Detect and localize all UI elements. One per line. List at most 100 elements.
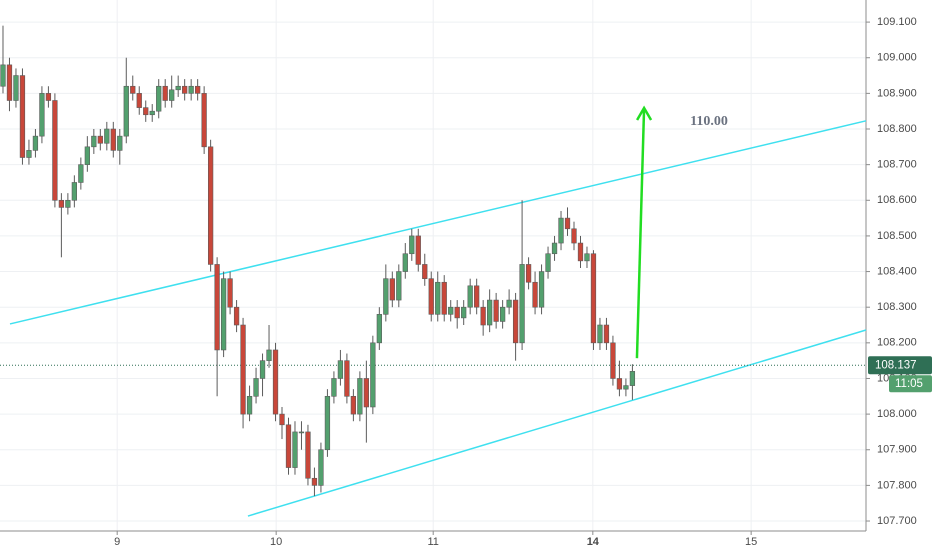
candle-body	[532, 281, 538, 308]
candle-body	[402, 253, 408, 272]
y-tick-label: 108.000	[877, 408, 917, 420]
candle-body	[499, 306, 506, 322]
y-tick-label: 108.200	[877, 337, 917, 349]
candle-body	[52, 100, 58, 201]
candle-body	[370, 342, 376, 408]
candle-body	[363, 378, 369, 408]
candle-body	[188, 85, 194, 94]
candle-body	[629, 371, 636, 386]
candle-body	[123, 85, 129, 137]
candle-body	[454, 306, 460, 319]
candle-body	[156, 85, 162, 112]
candle-body	[558, 217, 564, 244]
candle-body	[182, 85, 188, 94]
candle-body	[110, 128, 116, 151]
candle-body	[6, 64, 13, 101]
countdown-label: 11:05	[895, 378, 923, 390]
candle-body	[389, 278, 395, 301]
candle-body	[623, 385, 629, 390]
y-tick-label: 109.000	[877, 52, 917, 64]
candle-body	[91, 135, 97, 148]
y-tick-label: 108.800	[877, 123, 917, 135]
candle-body	[26, 150, 32, 158]
candle-body	[136, 93, 142, 108]
candle-body	[344, 360, 350, 397]
y-tick-label: 108.900	[877, 87, 917, 99]
candle-body	[240, 324, 246, 415]
candle-body	[78, 164, 84, 183]
candle-body	[84, 146, 90, 165]
arrow-shaft	[635, 107, 646, 359]
candle-body	[506, 299, 512, 308]
y-tick-label: 107.700	[877, 515, 917, 527]
annotation: 110.00	[690, 114, 728, 129]
candle-body	[45, 93, 52, 101]
candle-body	[428, 278, 434, 315]
candle-body	[331, 378, 337, 397]
x-tick-label: 11	[427, 536, 438, 548]
candle-body	[435, 281, 441, 315]
y-tick-label: 108.500	[877, 230, 917, 242]
y-tick-label: 107.800	[877, 479, 917, 491]
candle-body	[233, 306, 240, 326]
candle-body	[32, 135, 39, 151]
candle-body	[616, 378, 623, 390]
candle-body	[584, 253, 590, 262]
y-tick-label: 108.600	[877, 194, 917, 206]
y-tick-label: 108.400	[877, 265, 917, 277]
candle-body	[467, 285, 473, 308]
candle-body	[610, 342, 616, 379]
candle-body	[571, 228, 577, 244]
candle-body	[324, 395, 331, 451]
channel-line	[9, 120, 867, 325]
candle-body	[162, 85, 168, 101]
candle-body	[396, 271, 402, 301]
candle-body	[493, 299, 499, 322]
candle-body	[512, 299, 519, 344]
candle-body	[253, 378, 259, 397]
last-price-label: 108.137	[875, 359, 917, 371]
candle-body	[422, 264, 428, 279]
candle-body	[97, 135, 103, 144]
candle-body	[441, 281, 447, 315]
candle-body	[104, 128, 110, 144]
candle-body	[415, 235, 421, 265]
candle-body	[590, 253, 597, 344]
last-price-box	[868, 356, 932, 375]
candle-body	[246, 395, 253, 415]
candle-body	[318, 449, 324, 486]
candle-body	[448, 306, 454, 315]
candle-body	[376, 314, 382, 344]
candle-body	[272, 349, 279, 415]
candle-body	[175, 85, 181, 91]
candle-body	[337, 360, 344, 379]
candle-body	[603, 324, 610, 344]
candle-body	[201, 93, 207, 148]
candle-body	[13, 75, 19, 101]
candle-body	[143, 107, 149, 116]
candle-body	[285, 424, 292, 468]
candle-body	[214, 264, 220, 351]
x-tick-label: 10	[270, 536, 282, 548]
y-tick-label: 109.100	[877, 16, 917, 28]
candle-body	[279, 413, 285, 426]
candle-body	[551, 242, 558, 255]
candle-body	[480, 306, 486, 326]
y-tick-label: 108.300	[877, 301, 917, 313]
candle-body	[311, 477, 318, 486]
candle-body	[207, 146, 214, 265]
x-tick-label: 14	[587, 536, 600, 548]
candle-body	[117, 135, 123, 151]
candle-body	[564, 217, 571, 230]
candle-body	[409, 235, 415, 255]
candle-body	[350, 395, 357, 415]
candle-body	[169, 89, 175, 101]
candle-body	[597, 324, 603, 344]
y-tick-label: 108.700	[877, 159, 917, 171]
candle-body	[227, 278, 233, 308]
candle-body	[292, 431, 298, 468]
candle-body	[538, 271, 545, 308]
candle-body	[487, 299, 493, 326]
candle-body	[149, 110, 155, 116]
